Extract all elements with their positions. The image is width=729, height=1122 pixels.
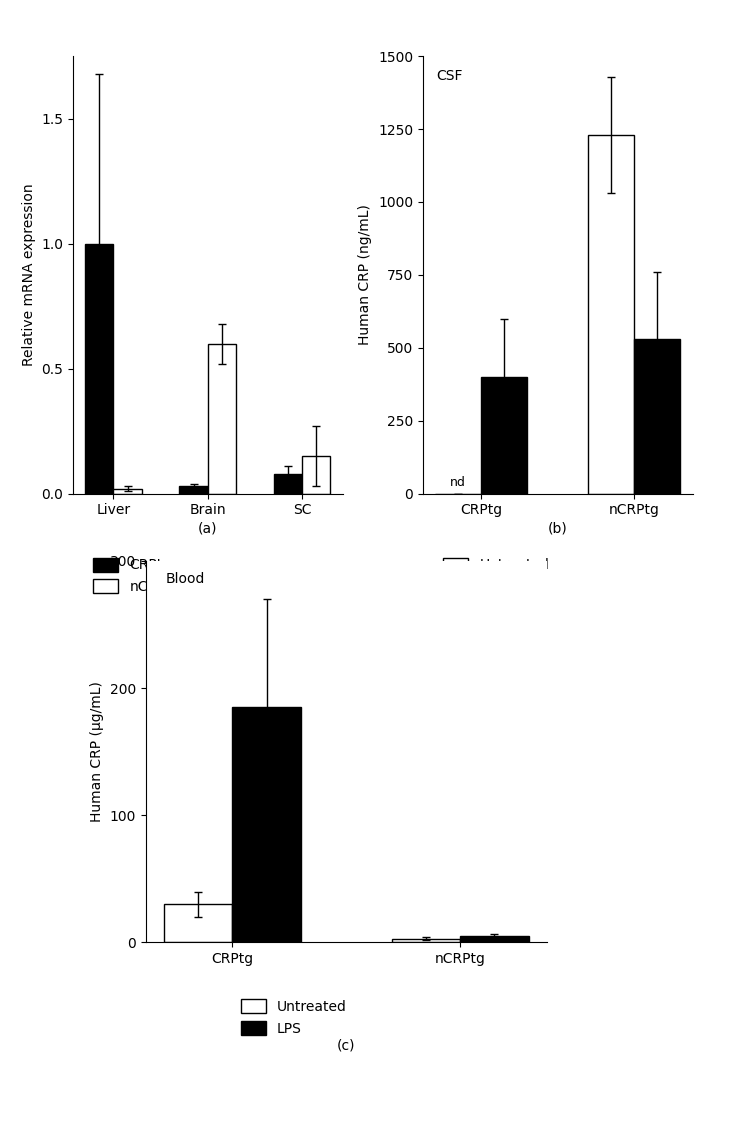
Legend: CRPtg, nCRPtg: CRPtg, nCRPtg [93,558,180,594]
Legend: Untreated, LPS: Untreated, LPS [241,999,347,1036]
Text: (a): (a) [198,522,217,536]
Y-axis label: Relative mRNA expression: Relative mRNA expression [22,184,36,366]
Bar [460,936,529,942]
Bar [274,473,302,494]
Bar [302,457,330,494]
Legend: Untreated, LPS: Untreated, LPS [443,558,549,594]
Y-axis label: Human CRP (μg/mL): Human CRP (μg/mL) [90,681,104,822]
Bar [114,489,141,494]
Text: (c): (c) [337,1038,356,1052]
Bar [233,707,301,942]
Y-axis label: Human CRP (ng/mL): Human CRP (ng/mL) [359,204,373,346]
Bar [392,939,460,942]
Bar [208,343,236,494]
Bar [85,243,114,494]
Bar [588,135,634,494]
Text: Blood: Blood [166,572,206,587]
Bar [634,339,680,494]
Bar [164,904,233,942]
Bar [481,377,527,494]
Text: nd: nd [450,477,466,489]
Text: CSF: CSF [436,70,463,83]
Bar [179,486,208,494]
Text: (b): (b) [547,522,568,536]
